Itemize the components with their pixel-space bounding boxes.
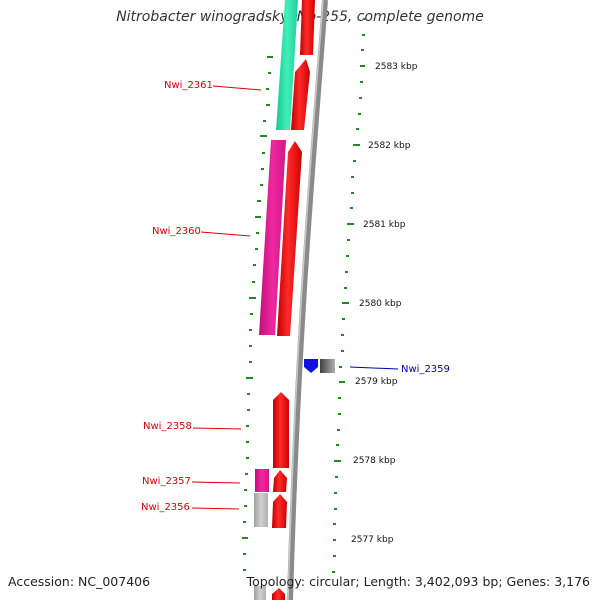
topology-text: Topology: circular; Length: 3,402,093 bp… [246,574,590,589]
kbp-tick-label: 2583 kbp [375,62,418,72]
gene-arrow-nwi-2361[interactable] [291,59,310,130]
kbp-tick-label: 2577 kbp [351,535,394,545]
gene-label-nwi-2359[interactable]: Nwi_2359 [401,364,450,375]
map-title: Nitrobacter winogradskyi Nb-255, complet… [116,9,484,25]
gene-arrow-bottom[interactable] [272,588,285,600]
gene-cog-bar-nwi-2356[interactable] [254,493,268,527]
gene-arrow-nwi-2360[interactable] [277,141,302,336]
genome-backbone [287,0,328,600]
gene-cog-bar-nwi-2360[interactable] [259,140,286,335]
gene-arrow-top[interactable] [300,0,315,55]
gc-ticks-right [332,18,366,573]
gene-arrow-nwi-2356[interactable] [272,494,287,528]
gene-cog-bar-nwi-2357[interactable] [255,469,269,492]
gc-ticks-left [242,56,273,571]
gene-label-nwi-2360[interactable]: Nwi_2360 [152,226,201,237]
kbp-tick-label: 2581 kbp [363,220,406,230]
kbp-ticks: 2583 kbp 2582 kbp 2581 kbp 2580 kbp 2579… [351,62,418,545]
gene-labels: Nwi_2361 Nwi_2360 Nwi_2359 Nwi_2358 Nwi_… [141,80,450,513]
kbp-tick-label: 2582 kbp [368,141,411,151]
gene-cog-bar-nwi-2361[interactable] [276,0,298,130]
gene-label-nwi-2361[interactable]: Nwi_2361 [164,80,213,91]
kbp-tick-label: 2578 kbp [353,456,396,466]
gene-arrow-nwi-2357[interactable] [273,470,287,492]
accession-text: Accession: NC_007406 [8,574,151,589]
gene-label-nwi-2356[interactable]: Nwi_2356 [141,502,190,513]
gene-cog-bar-bottom[interactable] [254,586,266,600]
gene-label-nwi-2358[interactable]: Nwi_2358 [143,421,192,432]
kbp-tick-label: 2579 kbp [355,377,398,387]
gene-arrow-nwi-2359[interactable] [304,359,318,373]
gene-cog-bar-nwi-2359[interactable] [320,359,335,373]
gene-arrow-nwi-2358[interactable] [273,392,289,468]
kbp-tick-label: 2580 kbp [359,299,402,309]
gene-label-nwi-2357[interactable]: Nwi_2357 [142,476,191,487]
